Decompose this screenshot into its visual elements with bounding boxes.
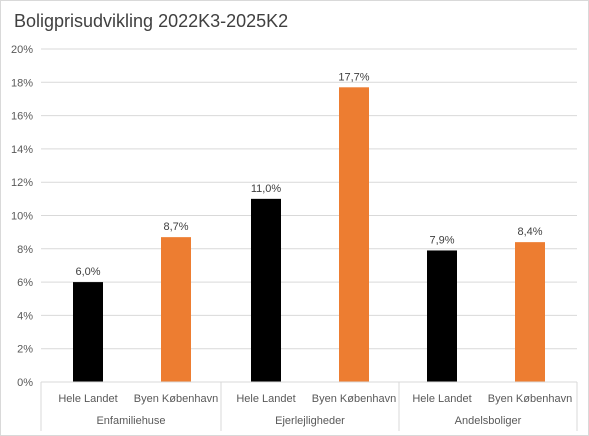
x-category-label: Hele Landet — [236, 393, 295, 405]
x-category-label: Hele Landet — [412, 393, 471, 405]
x-group-label: Andelsboliger — [455, 415, 522, 427]
y-tick-label: 20% — [11, 44, 33, 56]
data-label: 6,0% — [75, 266, 100, 278]
bar — [73, 282, 103, 382]
y-tick-label: 4% — [17, 310, 33, 322]
y-tick-label: 18% — [11, 77, 33, 89]
bar — [427, 250, 457, 382]
y-tick-label: 8% — [17, 244, 33, 256]
bar — [339, 87, 369, 382]
y-tick-label: 14% — [11, 144, 33, 156]
x-category-label: Byen København — [312, 393, 396, 405]
y-tick-label: 6% — [17, 277, 33, 289]
data-label: 7,9% — [429, 234, 454, 246]
y-tick-label: 0% — [17, 377, 33, 389]
x-category-label: Hele Landet — [58, 393, 117, 405]
bar — [251, 199, 281, 382]
x-category-label: Byen København — [134, 393, 218, 405]
y-tick-label: 16% — [11, 111, 33, 123]
x-category-label: Byen København — [488, 393, 572, 405]
data-label: 8,7% — [163, 221, 188, 233]
bar — [515, 242, 545, 382]
y-tick-label: 2% — [17, 344, 33, 356]
x-group-label: Ejerlejligheder — [275, 415, 345, 427]
data-label: 11,0% — [251, 183, 282, 195]
x-group-label: Enfamiliehuse — [96, 415, 165, 427]
data-label: 17,7% — [338, 71, 369, 83]
y-tick-label: 10% — [11, 211, 33, 223]
data-label: 8,4% — [517, 226, 542, 238]
bar — [161, 237, 191, 382]
y-tick-label: 12% — [11, 177, 33, 189]
